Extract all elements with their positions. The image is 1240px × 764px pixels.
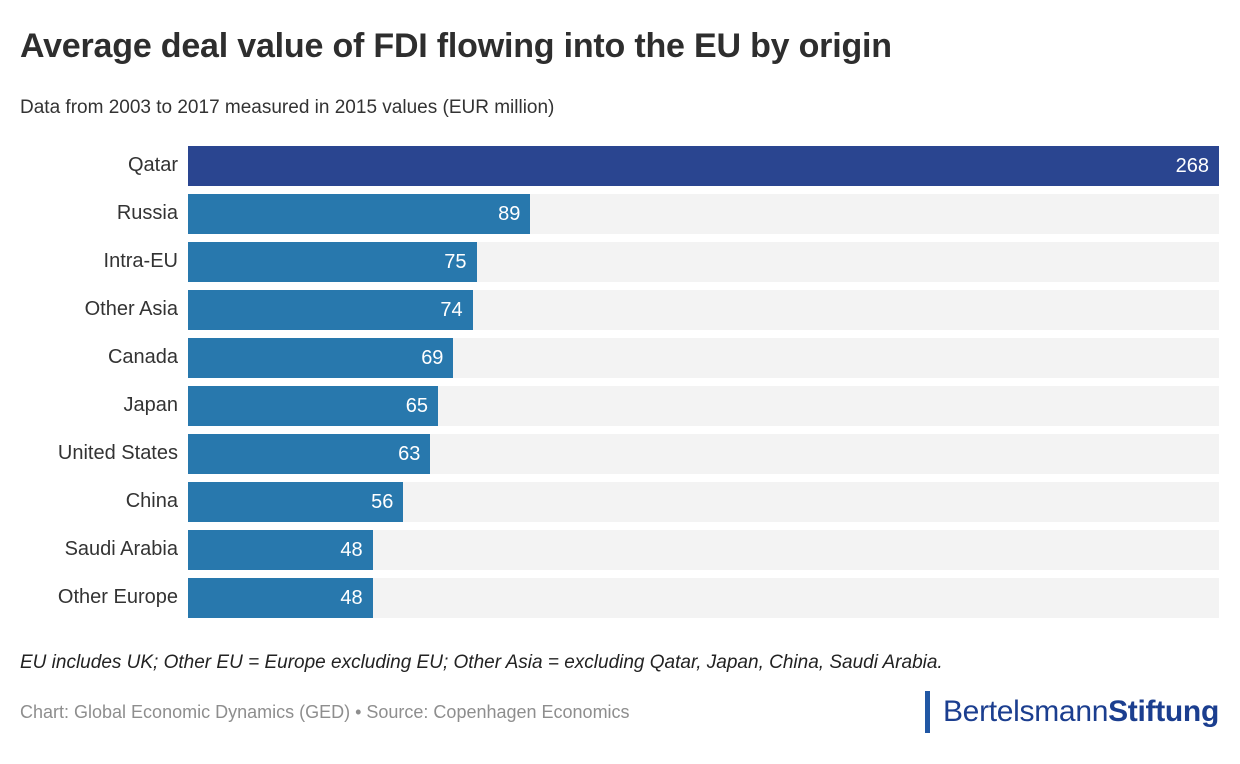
chart-row: Russia 89 bbox=[20, 193, 1219, 234]
bar-chart: Qatar 268 Russia 89 Intra-EU 75 Other Asia 74 Ca… bbox=[20, 145, 1219, 618]
value-label: 48 bbox=[340, 586, 363, 609]
bar-track: 48 bbox=[188, 577, 1219, 618]
bertelsmann-stiftung-logo: BertelsmannStiftung bbox=[924, 691, 1219, 734]
bar: 63 bbox=[188, 433, 431, 474]
category-label: United States bbox=[57, 442, 178, 465]
bar-track: 48 bbox=[188, 529, 1219, 570]
bar-track: 268 bbox=[188, 145, 1219, 186]
bar: 89 bbox=[188, 193, 531, 234]
category-label: China bbox=[125, 490, 178, 513]
value-label: 75 bbox=[444, 250, 467, 273]
value-label: 74 bbox=[440, 298, 463, 321]
value-label: 48 bbox=[340, 538, 363, 561]
value-label: 69 bbox=[421, 346, 444, 369]
chart-footnote: EU includes UK; Other EU = Europe exclud… bbox=[20, 651, 943, 673]
bar-track: 69 bbox=[188, 337, 1219, 378]
chart-subtitle: Data from 2003 to 2017 measured in 2015 … bbox=[20, 96, 555, 118]
value-label: 268 bbox=[1175, 154, 1209, 177]
category-label: Russia bbox=[116, 202, 178, 225]
bar: 268 bbox=[188, 145, 1219, 186]
category-label: Saudi Arabia bbox=[64, 538, 178, 561]
bar: 65 bbox=[188, 385, 439, 426]
bar-track: 56 bbox=[188, 481, 1219, 522]
chart-row: Qatar 268 bbox=[20, 145, 1219, 186]
credit-row: Chart: Global Economic Dynamics (GED) • … bbox=[20, 691, 1219, 734]
bar-track: 74 bbox=[188, 289, 1219, 330]
chart-row: Japan 65 bbox=[20, 385, 1219, 426]
chart-row: China 56 bbox=[20, 481, 1219, 522]
logo-bar-icon bbox=[924, 691, 930, 734]
bar-track: 65 bbox=[188, 385, 1219, 426]
value-label: 63 bbox=[398, 442, 421, 465]
category-label: Canada bbox=[107, 346, 178, 369]
bar-track: 75 bbox=[188, 241, 1219, 282]
logo-text-bold: Stiftung bbox=[1108, 695, 1219, 729]
value-label: 89 bbox=[498, 202, 521, 225]
chart-row: United States 63 bbox=[20, 433, 1219, 474]
bar: 75 bbox=[188, 241, 477, 282]
chart-row: Canada 69 bbox=[20, 337, 1219, 378]
bar-track: 89 bbox=[188, 193, 1219, 234]
logo-text: BertelsmannStiftung bbox=[943, 695, 1219, 729]
chart-credit: Chart: Global Economic Dynamics (GED) • … bbox=[20, 701, 630, 722]
chart-row: Saudi Arabia 48 bbox=[20, 529, 1219, 570]
bar: 56 bbox=[188, 481, 404, 522]
value-label: 56 bbox=[371, 490, 394, 513]
bar: 48 bbox=[188, 577, 373, 618]
bar: 74 bbox=[188, 289, 473, 330]
logo-text-regular: Bertelsmann bbox=[942, 695, 1109, 729]
bar: 69 bbox=[188, 337, 454, 378]
chart-row: Other Europe 48 bbox=[20, 577, 1219, 618]
category-label: Other Europe bbox=[57, 586, 178, 609]
value-label: 65 bbox=[405, 394, 429, 417]
chart-row: Intra-EU 75 bbox=[20, 241, 1219, 282]
bar: 48 bbox=[188, 529, 373, 570]
category-label: Other Asia bbox=[84, 298, 178, 321]
bar-track: 63 bbox=[188, 433, 1219, 474]
category-label: Japan bbox=[123, 394, 179, 417]
category-label: Intra-EU bbox=[103, 250, 178, 273]
chart-row: Other Asia 74 bbox=[20, 289, 1219, 330]
category-label: Qatar bbox=[127, 154, 178, 177]
chart-title: Average deal value of FDI flowing into t… bbox=[20, 27, 892, 65]
